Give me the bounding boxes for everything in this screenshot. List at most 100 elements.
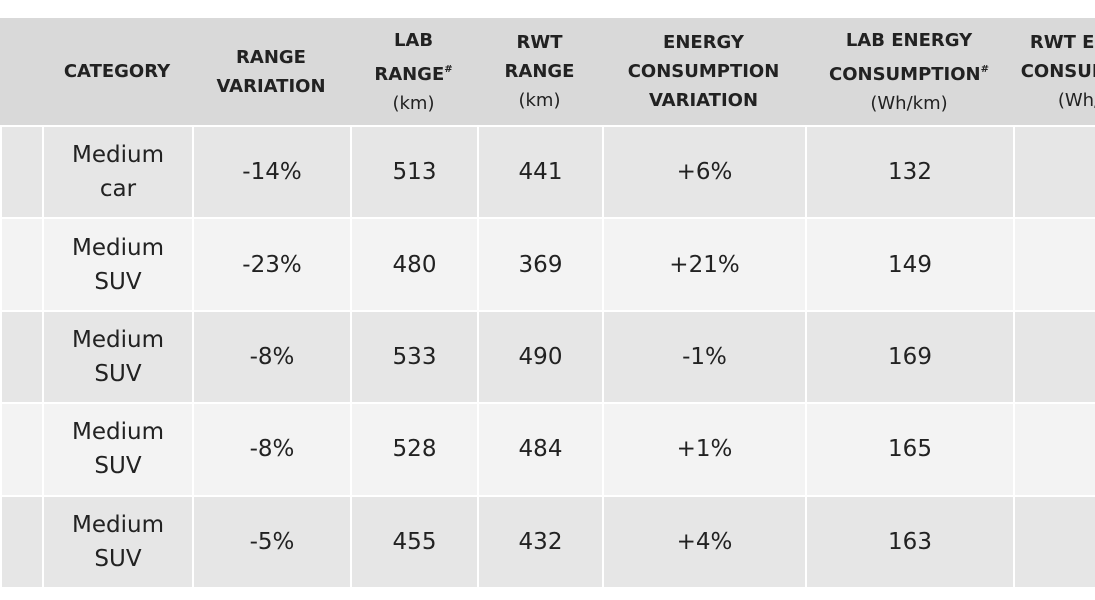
- cell-value: 455: [392, 528, 437, 555]
- cell-value: 165: [888, 436, 932, 463]
- cell-value: -5%: [249, 528, 295, 555]
- cell-value: +21%: [669, 251, 740, 278]
- header-text: RANGE: [236, 46, 306, 68]
- header-cell: RWT ENERGY CONSUMPTION (Wh/km): [1013, 18, 1095, 125]
- cell-value: 163: [888, 528, 932, 555]
- table-cell: -14%: [192, 125, 350, 218]
- header-cell: ENERGY CONSUMPTION VARIATION: [602, 18, 805, 125]
- header-cell: CATEGORY: [42, 18, 192, 125]
- header-text: LAB: [393, 29, 434, 51]
- cell-value: 484: [518, 436, 563, 463]
- table-cell: [0, 494, 42, 587]
- table-cell: 455: [350, 494, 477, 587]
- header-cell: RANGE VARIATION: [192, 18, 350, 125]
- cell-value: 369: [518, 251, 563, 278]
- header-text: CONSUMPTION: [1020, 61, 1095, 82]
- cell-value: +4%: [676, 528, 733, 555]
- table-cell: [1013, 494, 1095, 587]
- table-cell: 533: [350, 309, 477, 403]
- cell-value: 528: [392, 436, 437, 463]
- cell-value: 149: [888, 251, 932, 278]
- table-cell: 163: [805, 494, 1013, 587]
- table-cell: 441: [477, 125, 602, 218]
- header-text: RANGE: [504, 61, 575, 82]
- table-cell: Medium car: [42, 125, 192, 218]
- cell-value: +1%: [676, 436, 733, 463]
- table-cell: -23%: [192, 217, 350, 310]
- header-line: RWT ENERGY: [1030, 28, 1095, 57]
- header-line: RWT: [517, 28, 563, 57]
- footnote-mark: #: [444, 63, 453, 75]
- category: Medium car: [72, 142, 164, 203]
- table-cell: 480: [350, 217, 477, 310]
- cell-value: 480: [392, 251, 437, 278]
- table-cell: 369: [477, 217, 602, 310]
- cell-value: 490: [518, 343, 563, 370]
- header-text: ENERGY: [663, 32, 744, 53]
- cell-value: 432: [518, 528, 563, 555]
- table-cell: [1013, 125, 1095, 218]
- header-line: CATEGORY: [64, 57, 170, 86]
- header-text: RANGE: [374, 63, 445, 85]
- table-cell: 432: [477, 494, 602, 587]
- header-unit: (Wh/km): [870, 92, 948, 114]
- header-text: LAB ENERGY: [845, 29, 973, 51]
- header-line: ENERGY: [663, 28, 744, 57]
- header-unit: (km): [392, 92, 435, 114]
- header-text: VARIATION: [648, 90, 759, 111]
- cell-value: 132: [888, 159, 932, 186]
- header-line: RANGE#: [374, 55, 452, 89]
- table-cell: -1%: [602, 309, 805, 403]
- header-line: RANGE: [236, 43, 306, 72]
- header-line: VARIATION: [216, 72, 325, 101]
- cell-value: +6%: [676, 159, 733, 186]
- header-line: CONSUMPTION#: [829, 55, 989, 89]
- table-cell: [1013, 402, 1095, 495]
- header-text: RWT: [516, 32, 563, 53]
- cell-value: -1%: [682, 343, 727, 370]
- header-text: VARIATION: [216, 75, 326, 97]
- table-cell: [0, 217, 42, 310]
- table-cell: +21%: [602, 217, 805, 310]
- table-cell: 513: [350, 125, 477, 218]
- header-line: CONSUMPTION: [628, 57, 780, 86]
- cell-value: -8%: [249, 343, 295, 370]
- table-cell: [1013, 309, 1095, 403]
- table-cell: 132: [805, 125, 1013, 218]
- header-cell: LAB ENERGY CONSUMPTION# (Wh/km): [805, 18, 1013, 125]
- table-cell: 149: [805, 217, 1013, 310]
- table-cell: +1%: [602, 402, 805, 495]
- table-cell: [1013, 217, 1095, 310]
- header-line: RANGE: [505, 57, 575, 86]
- header-unit: (Wh/km): [1057, 90, 1095, 111]
- cell-value: 441: [518, 159, 563, 186]
- header-line: LAB ENERGY: [846, 26, 972, 55]
- footnote-mark: #: [980, 63, 989, 75]
- table-cell: 490: [477, 309, 602, 403]
- table-cell: [0, 402, 42, 495]
- table-cell: -8%: [192, 309, 350, 403]
- category: Medium SUV: [72, 419, 164, 480]
- header-text: RWT ENERGY: [1029, 32, 1095, 53]
- table-cell: 169: [805, 309, 1013, 403]
- cell-value: 169: [888, 343, 932, 370]
- cell-value: -23%: [242, 251, 302, 278]
- header-cell: LAB RANGE# (km): [350, 18, 477, 125]
- table-cell: +4%: [602, 494, 805, 587]
- table-cell: -8%: [192, 402, 350, 495]
- header-text: CONSUMPTION: [829, 63, 981, 85]
- category: Medium SUV: [72, 234, 164, 295]
- table-cell: [0, 309, 42, 403]
- cell-value: -14%: [242, 159, 302, 186]
- cell-value: 533: [392, 343, 437, 370]
- table-cell: [0, 125, 42, 218]
- table-cell: +6%: [602, 125, 805, 218]
- header-line: VARIATION: [649, 86, 758, 115]
- table-cell: Medium SUV: [42, 309, 192, 403]
- cell-value: -8%: [249, 436, 295, 463]
- header-text: CATEGORY: [63, 61, 171, 82]
- table-cell: Medium SUV: [42, 217, 192, 310]
- table-cell: 165: [805, 402, 1013, 495]
- table-cell: Medium SUV: [42, 402, 192, 495]
